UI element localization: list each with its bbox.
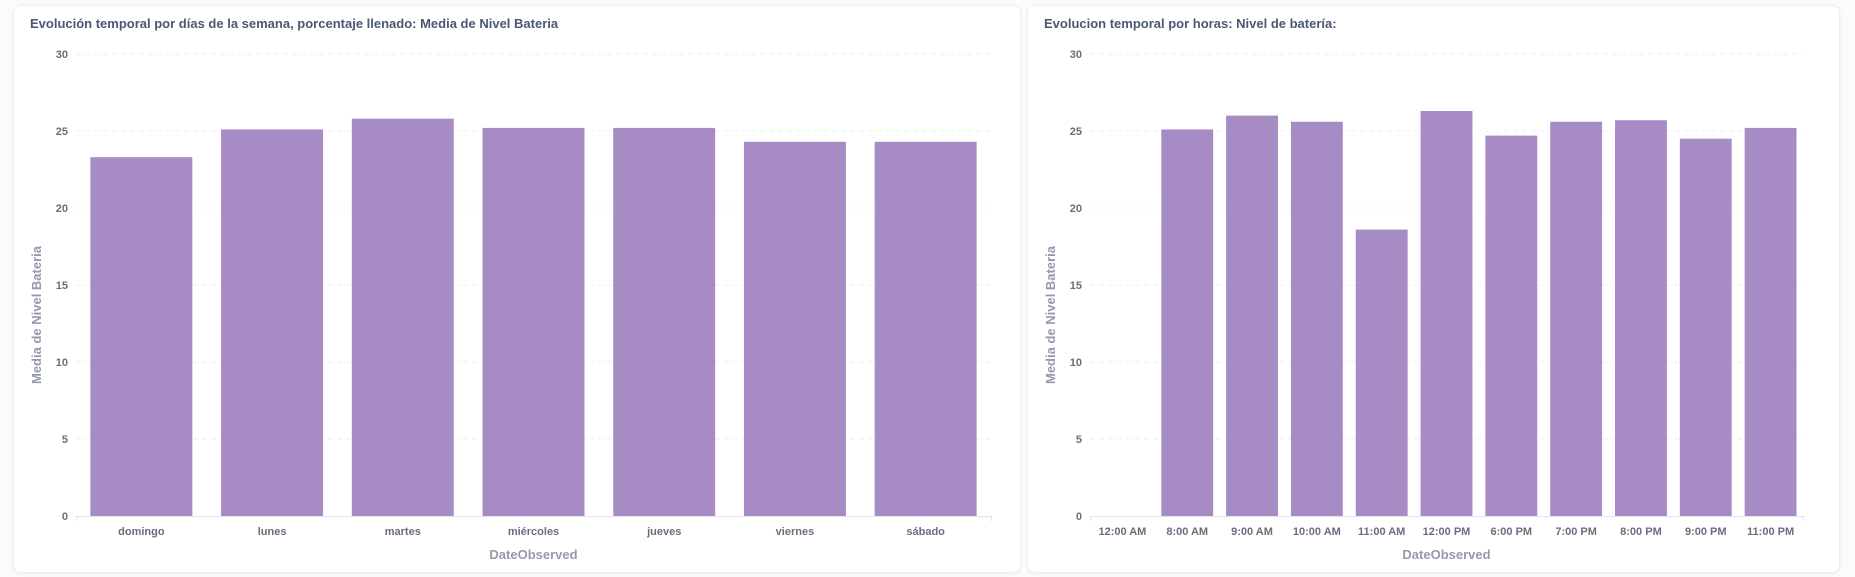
- chart-title[interactable]: Evolución temporal por días de la semana…: [30, 16, 559, 31]
- x-tick-label: 7:00 PM: [1555, 526, 1597, 538]
- x-tick-label: 9:00 AM: [1231, 526, 1273, 538]
- y-tick-label: 10: [56, 357, 68, 369]
- x-tick-label: 8:00 AM: [1166, 526, 1208, 538]
- bar[interactable]: [613, 127, 716, 517]
- x-tick-label: viernes: [776, 526, 815, 538]
- bar[interactable]: [1355, 229, 1408, 516]
- y-tick-label: 5: [62, 434, 68, 446]
- x-tick-label: 10:00 AM: [1293, 526, 1341, 538]
- x-tick-label: martes: [385, 526, 421, 538]
- x-tick-label: miércoles: [508, 526, 559, 538]
- bar[interactable]: [1226, 115, 1278, 516]
- y-tick-label: 25: [56, 126, 68, 138]
- x-tick-label: domingo: [118, 526, 165, 538]
- bar[interactable]: [1161, 129, 1214, 516]
- y-tick-label: 5: [1076, 434, 1082, 446]
- y-axis-label: Media de Nivel Bateria: [29, 245, 44, 384]
- y-tick-label: 25: [1070, 126, 1082, 138]
- y-tick-label: 30: [1070, 49, 1082, 61]
- bar[interactable]: [1485, 135, 1538, 516]
- y-tick-label: 30: [56, 49, 68, 61]
- x-axis-label: DateObserved: [1402, 547, 1490, 562]
- bar[interactable]: [351, 118, 454, 517]
- bar[interactable]: [743, 141, 846, 516]
- bar[interactable]: [1615, 120, 1667, 516]
- y-tick-label: 10: [1070, 357, 1082, 369]
- x-tick-label: sábado: [906, 526, 945, 538]
- bar-chart-hourly: 0 5 10 15 20 25 30 12:00 AM 8:00 AM 9:00 AM 10:00 …: [1043, 49, 1804, 562]
- chart-title[interactable]: Evolucion temporal por horas: Nivel de b…: [1044, 16, 1337, 31]
- x-tick-label: 12:00 AM: [1098, 526, 1146, 538]
- x-tick-label: 12:00 PM: [1423, 526, 1471, 538]
- x-axis-label: DateObserved: [489, 547, 577, 562]
- y-axis-label: Media de Nivel Bateria: [1043, 245, 1058, 384]
- y-tick-label: 15: [56, 280, 68, 292]
- x-tick-label: jueves: [646, 526, 681, 538]
- x-tick-label: 11:00 AM: [1358, 526, 1405, 538]
- bar[interactable]: [1744, 127, 1797, 517]
- bar[interactable]: [874, 141, 977, 516]
- bar[interactable]: [1420, 110, 1473, 516]
- x-tick-label: 6:00 PM: [1491, 526, 1533, 538]
- y-tick-label: 0: [1076, 511, 1082, 523]
- chart-card-hourly: Evolucion temporal por horas: Nivel de b…: [1027, 5, 1840, 573]
- bar[interactable]: [90, 157, 193, 516]
- chart-card-weekday: Evolución temporal por días de la semana…: [13, 5, 1021, 573]
- y-tick-label: 0: [62, 511, 68, 523]
- y-tick-label: 15: [1070, 280, 1082, 292]
- bar[interactable]: [1550, 121, 1603, 516]
- bar[interactable]: [1290, 121, 1343, 516]
- x-tick-label: 11:00 PM: [1747, 526, 1794, 538]
- bar[interactable]: [1679, 138, 1732, 516]
- y-tick-label: 20: [1070, 203, 1082, 215]
- bar[interactable]: [221, 129, 324, 516]
- bar[interactable]: [482, 127, 585, 517]
- y-tick-label: 20: [56, 203, 68, 215]
- x-tick-label: 9:00 PM: [1685, 526, 1727, 538]
- x-tick-label: lunes: [258, 526, 287, 538]
- bar-chart-weekday: 0 5 10 15 20 25 30 domingo lunes martes miércoles j…: [29, 49, 992, 562]
- x-tick-label: 8:00 PM: [1620, 526, 1662, 538]
